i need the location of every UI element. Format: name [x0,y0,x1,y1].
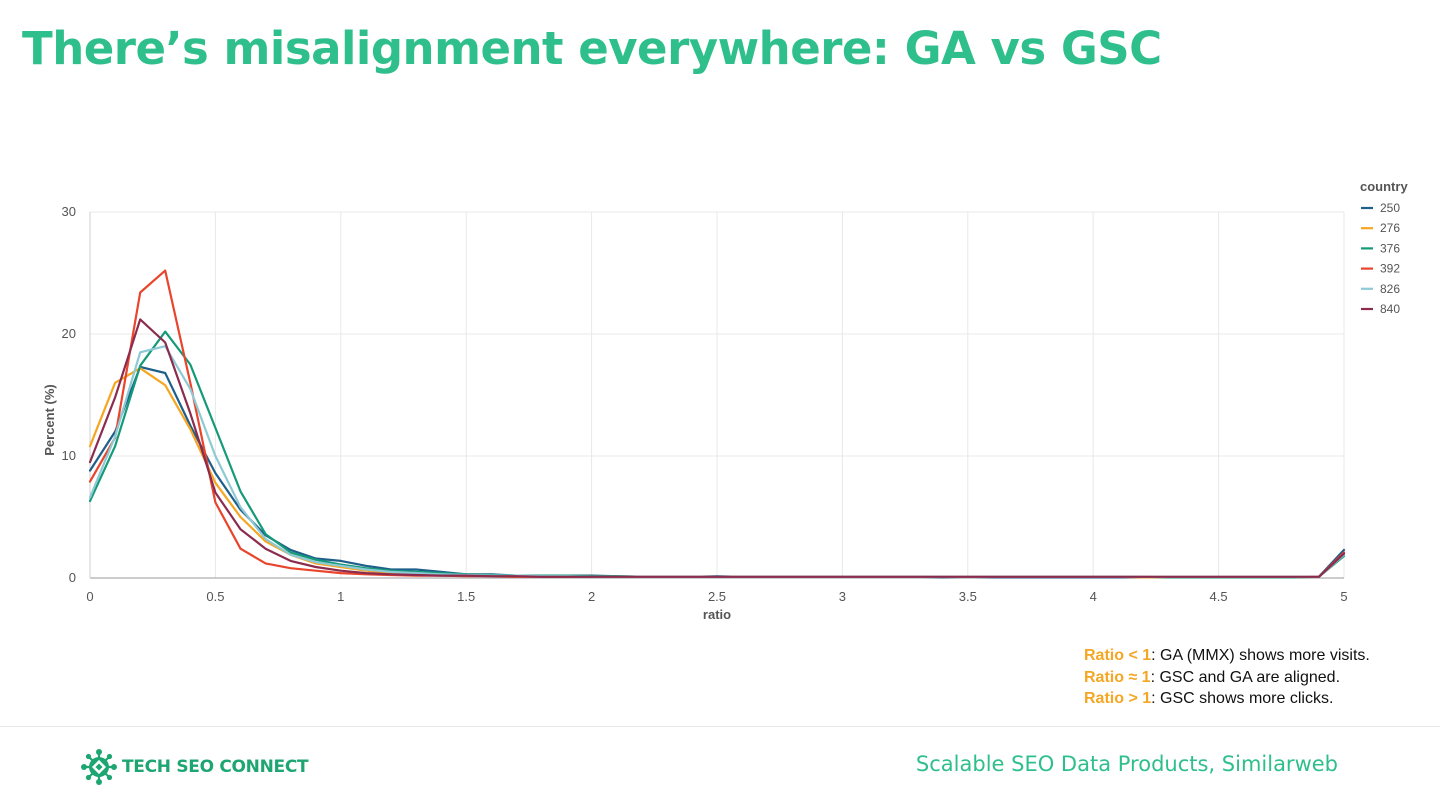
x-tick-label: 1.5 [457,589,475,604]
footer-presenter: Scalable SEO Data Products, Similarweb [915,752,1338,776]
tech-seo-connect-logo: TECH SEO CONNECT [80,748,309,786]
chart-grid [89,211,1345,579]
legend-title: country [1360,179,1408,194]
ratio-distribution-chart: 0 0.5 1 1.5 2 2.5 3 3.5 4 4.5 5 0 10 20 30 ratio Percent… [42,179,1408,622]
y-axis-title: Percent (%) [42,384,57,456]
logo-text: TECH SEO CONNECT [122,757,309,777]
note-text: : GSC and GA are aligned. [1150,668,1341,686]
x-axis-title: ratio [703,607,731,622]
note-ratio-less-than-one: Ratio < 1: GA (MMX) shows more visits. [1084,645,1370,667]
legend-label: 840 [1380,302,1400,316]
x-tick-label: 4 [1090,589,1097,604]
legend-label: 826 [1380,282,1400,296]
note-key: Ratio < 1 [1084,647,1152,664]
y-tick-label: 0 [69,570,76,585]
note-ratio-approx-one: Ratio ≈ 1: GSC and GA are aligned. [1084,667,1370,689]
legend-label: 250 [1380,201,1400,215]
legend-label: 376 [1380,241,1400,255]
series-line-840 [88,318,1346,578]
x-tick-label: 3.5 [959,589,977,604]
legend-label: 276 [1380,221,1400,235]
x-tick-label: 0.5 [206,589,224,604]
note-key: Ratio > 1 [1084,690,1152,707]
y-tick-label: 10 [62,448,76,463]
x-tick-label: 2.5 [708,589,726,604]
chart-series-lines [88,269,1346,579]
x-tick-label: 1 [337,589,344,604]
x-tick-label: 2 [588,589,595,604]
slide-title: There’s misalignment everywhere: GA vs G… [22,22,1162,75]
legend-label: 392 [1380,262,1400,276]
x-tick-label: 0 [86,589,93,604]
x-tick-label: 5 [1340,589,1347,604]
note-text: : GSC shows more clicks. [1151,690,1334,707]
note-key: Ratio ≈ 1 [1084,668,1151,686]
chart-axes: 0 0.5 1 1.5 2 2.5 3 3.5 4 4.5 5 0 10 20 30 ratio Percent… [42,204,1348,622]
footer-divider [0,726,1440,727]
ratio-notes: Ratio < 1: GA (MMX) shows more visits. R… [1084,645,1370,710]
chart-legend: country 250 276 376 392 826 840 [1360,179,1408,316]
note-ratio-greater-than-one: Ratio > 1: GSC shows more clicks. [1084,688,1370,710]
note-text: : GA (MMX) shows more visits. [1151,647,1370,664]
gear-network-icon [81,749,117,785]
y-tick-label: 30 [62,204,76,219]
x-tick-label: 4.5 [1210,589,1228,604]
y-tick-label: 20 [62,326,76,341]
x-tick-label: 3 [839,589,846,604]
